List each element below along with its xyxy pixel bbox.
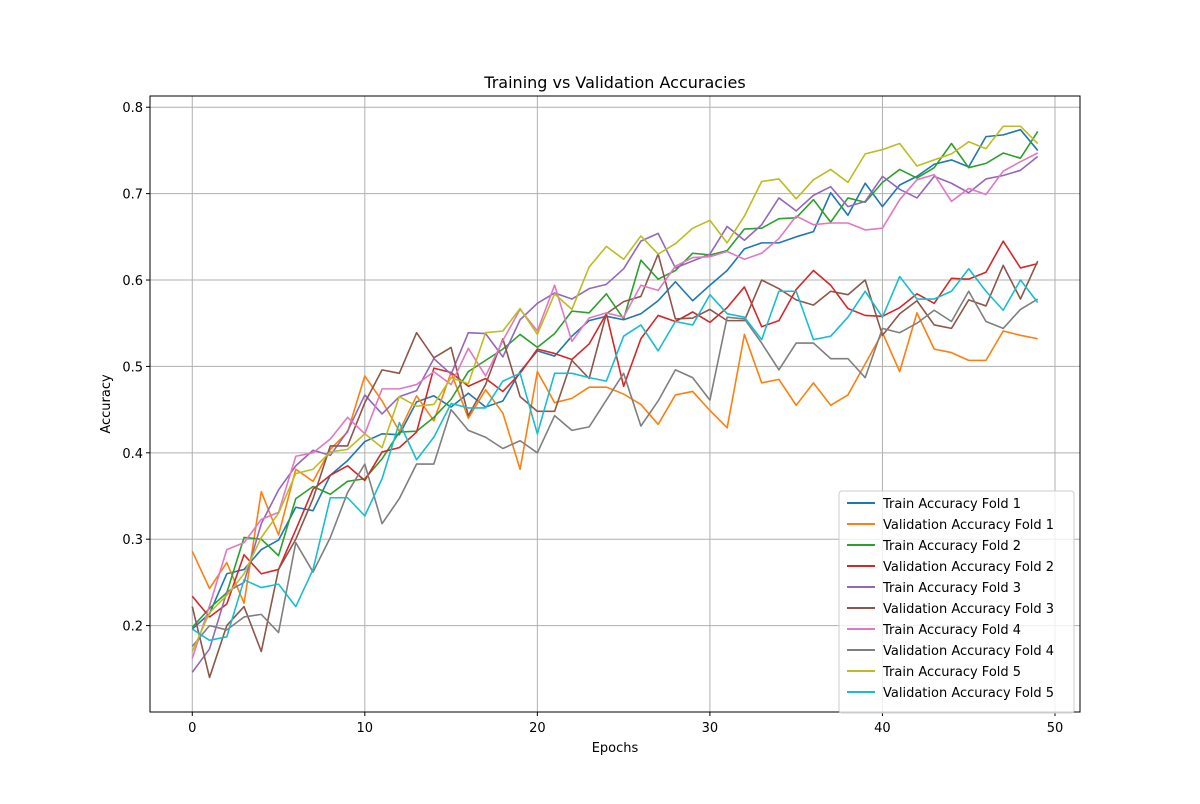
- plot-frame: [149, 95, 1081, 713]
- x-tick-label: 50: [1047, 721, 1064, 736]
- x-tick-label: 10: [357, 721, 374, 736]
- legend-entry: Validation Accuracy Fold 1: [883, 518, 1054, 533]
- legend-box: [838, 490, 1075, 714]
- series-line-validation-accuracy-fold-4: [191, 290, 1039, 647]
- series-line-train-accuracy-fold-4: [191, 152, 1039, 659]
- plot-area: [191, 125, 1039, 679]
- y-tick-label: 0.6: [122, 274, 143, 289]
- y-tick-label: 0.2: [122, 620, 143, 635]
- legend-entry: Validation Accuracy Fold 3: [883, 602, 1054, 617]
- y-tick-label: 0.7: [122, 188, 143, 203]
- series-line-train-accuracy-fold-5: [191, 125, 1039, 652]
- y-tick-label: 0.8: [122, 101, 143, 116]
- x-axis-label: Epochs: [592, 741, 639, 756]
- y-tick-label: 0.4: [122, 447, 143, 462]
- y-tick-label: 0.3: [122, 533, 143, 548]
- legend-entry: Train Accuracy Fold 5: [882, 665, 1021, 680]
- y-axis-label: Accuracy: [99, 374, 114, 434]
- series-line-validation-accuracy-fold-3: [191, 253, 1039, 679]
- legend-entry: Train Accuracy Fold 3: [882, 581, 1021, 596]
- x-tick-label: 20: [529, 721, 546, 736]
- legend-entry: Validation Accuracy Fold 5: [883, 686, 1054, 701]
- legend-entry: Train Accuracy Fold 2: [882, 539, 1021, 554]
- legend-entry: Train Accuracy Fold 4: [882, 623, 1021, 638]
- x-tick-label: 0: [188, 721, 196, 736]
- x-tick-label: 40: [874, 721, 891, 736]
- series-line-train-accuracy-fold-2: [191, 130, 1039, 628]
- legend: Train Accuracy Fold 1 Validation Accuracy…: [838, 490, 1075, 714]
- x-tick-label: 30: [702, 721, 719, 736]
- legend-entry: Validation Accuracy Fold 4: [883, 644, 1054, 659]
- axes-ticks: 0 10 20 30 40 50 0.2 0.3 0.4 0.5 0.6 0.7 0.8: [122, 101, 1063, 736]
- series-line-validation-accuracy-fold-5: [191, 267, 1039, 642]
- y-tick-label: 0.5: [122, 360, 143, 375]
- legend-entry: Train Accuracy Fold 1: [882, 497, 1021, 512]
- series-line-validation-accuracy-fold-2: [191, 240, 1038, 618]
- legend-entry: Validation Accuracy Fold 2: [883, 560, 1054, 575]
- chart-title: Training vs Validation Accuracies: [483, 73, 745, 92]
